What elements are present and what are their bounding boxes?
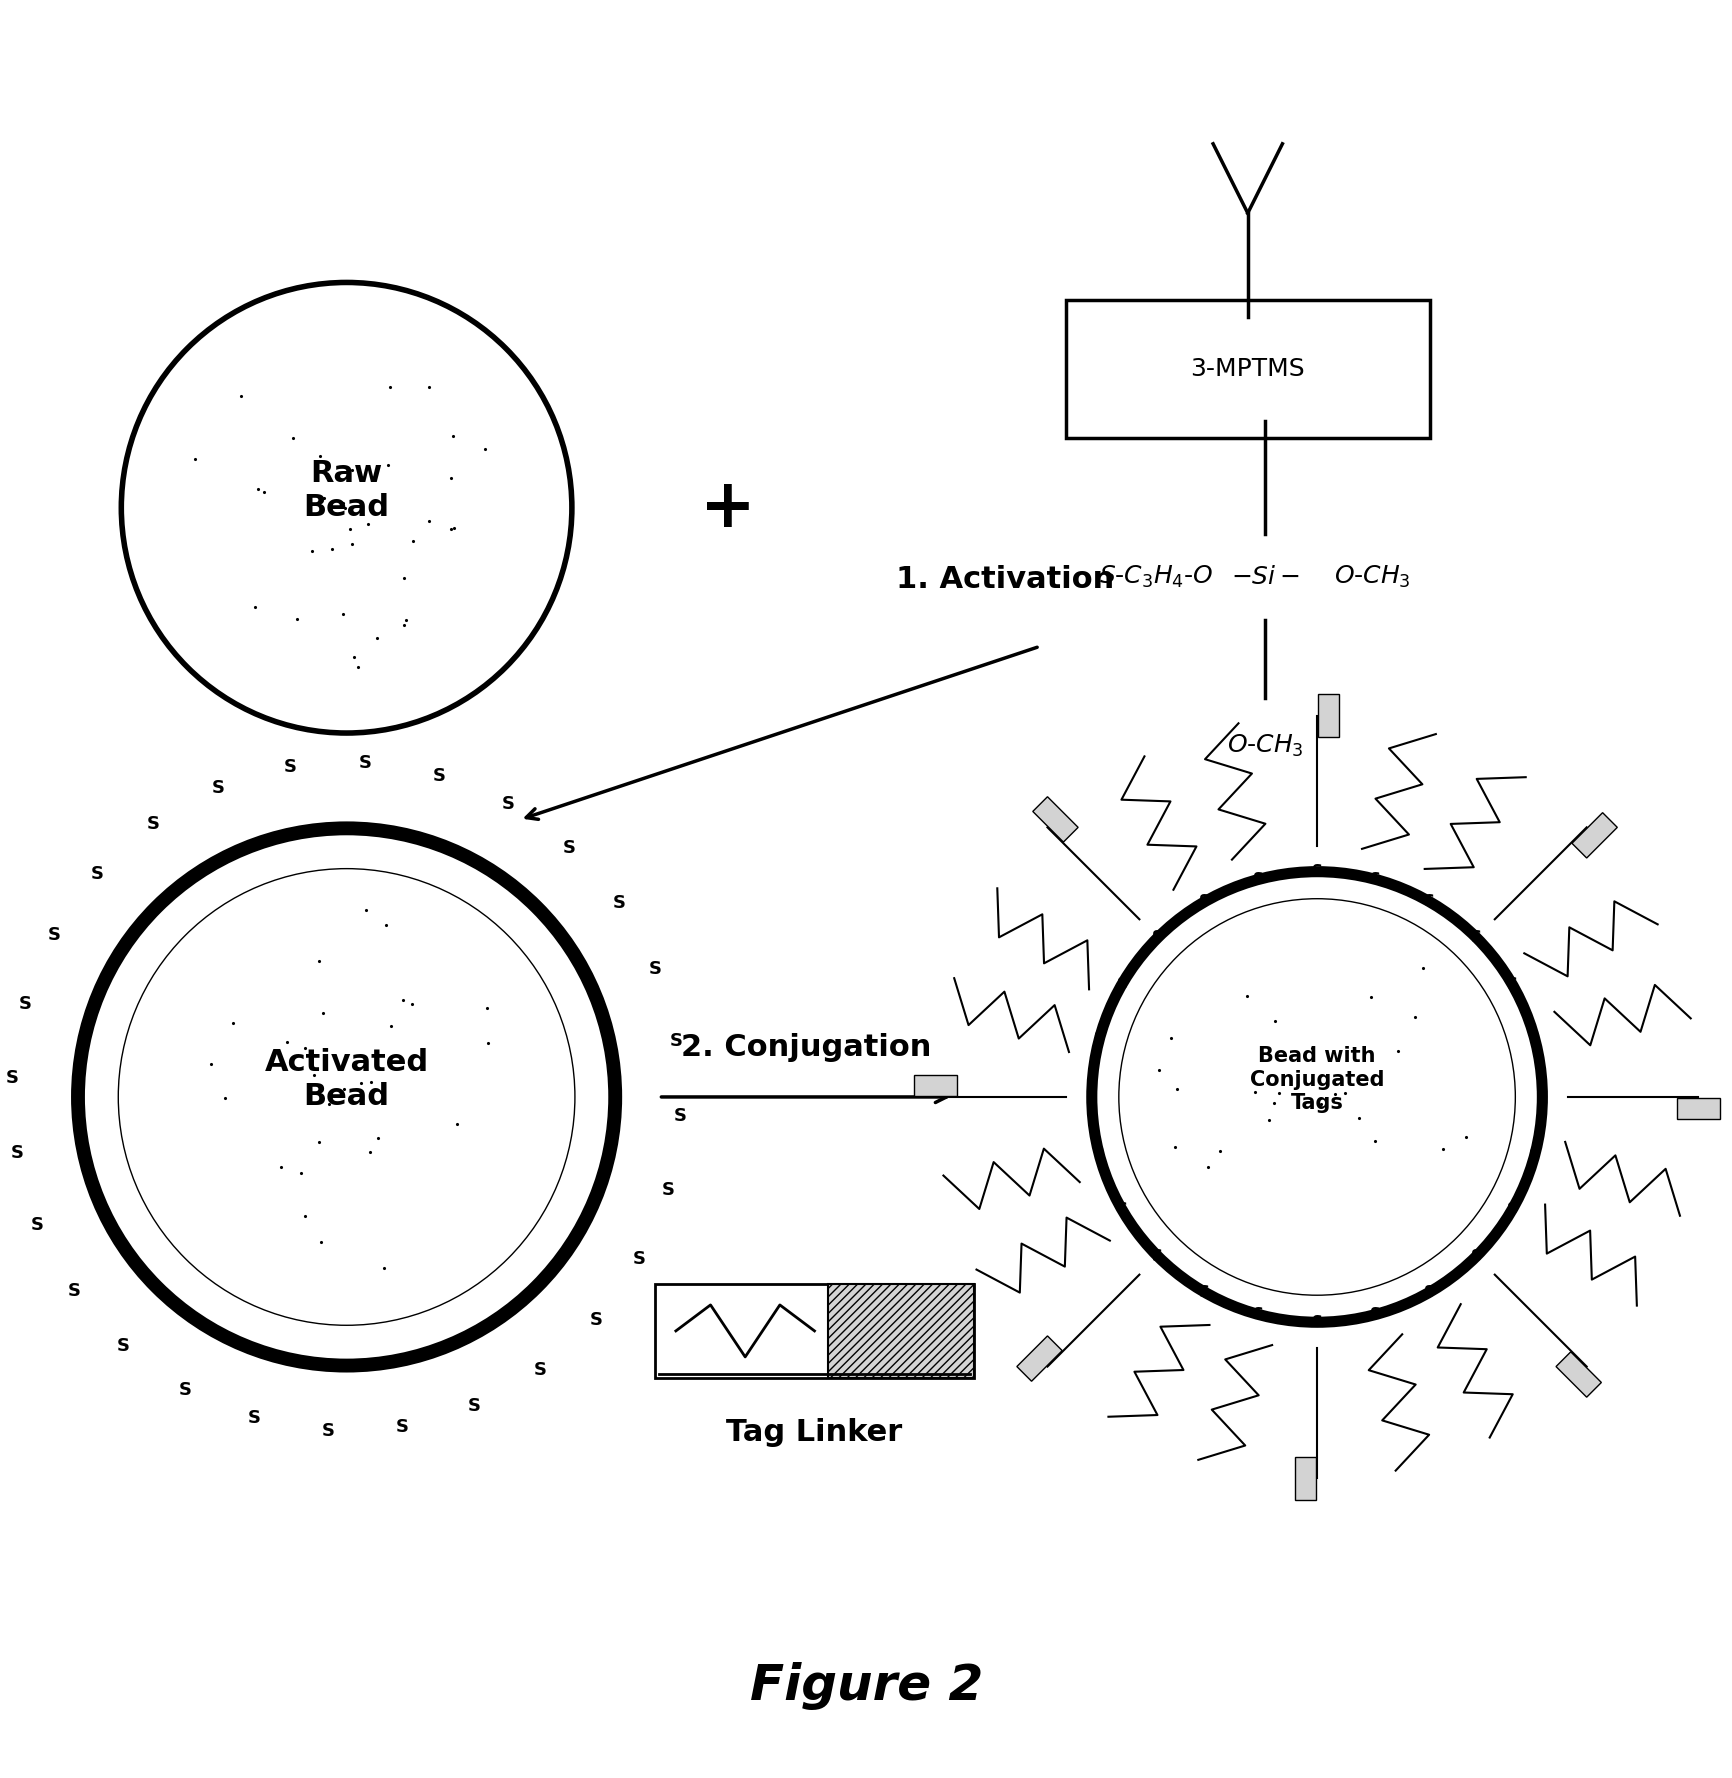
FancyBboxPatch shape [828, 1284, 973, 1378]
Text: S: S [1152, 930, 1162, 946]
Text: S: S [1115, 976, 1128, 992]
Text: S: S [1505, 1202, 1517, 1218]
Bar [914, 1076, 956, 1095]
Bar [1296, 1456, 1316, 1501]
Text: $O$-$CH_3$: $O$-$CH_3$ [1226, 733, 1302, 759]
Text: S: S [248, 1410, 260, 1428]
Text: S: S [320, 1422, 334, 1440]
Text: S: S [533, 1360, 546, 1378]
Text: S: S [1252, 871, 1264, 887]
Text: S: S [502, 795, 514, 813]
Text: $O$-$CH_3$: $O$-$CH_3$ [1334, 564, 1410, 590]
Text: S: S [632, 1250, 646, 1268]
Text: S: S [1115, 1202, 1128, 1218]
Text: S: S [613, 894, 625, 912]
Text: Bead with
Conjugated
Tags: Bead with Conjugated Tags [1249, 1047, 1384, 1113]
Text: S: S [1311, 1314, 1322, 1330]
Text: S: S [1152, 1248, 1162, 1264]
FancyBboxPatch shape [1065, 300, 1429, 439]
Text: S: S [284, 757, 296, 777]
Text: S: S [1311, 864, 1322, 878]
Text: S: S [1086, 1090, 1096, 1104]
Text: S: S [650, 960, 662, 978]
Text: S: S [1424, 894, 1434, 909]
Text: S: S [68, 1282, 80, 1300]
Text: S: S [1528, 1031, 1540, 1045]
Bar [1032, 797, 1077, 843]
Text: S: S [674, 1106, 686, 1125]
Text: S: S [670, 1031, 682, 1051]
Text: S: S [178, 1382, 191, 1399]
Bar [1316, 693, 1337, 738]
Text: Raw
Bead: Raw Bead [303, 459, 390, 521]
Text: S: S [211, 779, 225, 797]
Text: 2. Conjugation: 2. Conjugation [681, 1033, 930, 1061]
Text: S: S [19, 996, 31, 1013]
Text: S: S [31, 1216, 43, 1234]
Text: Tag Linker: Tag Linker [726, 1417, 902, 1447]
Text: S: S [1424, 1284, 1434, 1300]
Text: $S$-$C_3H_4$-$O$: $S$-$C_3H_4$-$O$ [1098, 564, 1212, 590]
Circle shape [121, 283, 572, 733]
Text: S: S [1528, 1149, 1540, 1163]
Text: Activated
Bead: Activated Bead [265, 1049, 428, 1111]
Text: S: S [10, 1143, 23, 1163]
Bar [1571, 813, 1616, 859]
Text: S: S [1093, 1031, 1105, 1045]
Text: S: S [1470, 930, 1481, 946]
Text: S: S [1199, 894, 1209, 909]
Text: S: S [662, 1181, 674, 1198]
Text: 3-MPTMS: 3-MPTMS [1190, 357, 1304, 380]
Circle shape [118, 869, 575, 1325]
Text: S: S [397, 1417, 409, 1435]
Text: S: S [1368, 1307, 1380, 1323]
Bar [1677, 1097, 1718, 1118]
Text: S: S [47, 926, 61, 944]
Text: S: S [1536, 1090, 1547, 1104]
Text: S: S [468, 1398, 481, 1415]
Text: +: + [700, 475, 755, 541]
Text: S: S [1093, 1149, 1105, 1163]
Text: Figure 2: Figure 2 [750, 1662, 982, 1710]
Text: S: S [147, 814, 159, 834]
Bar [1017, 1335, 1062, 1382]
Text: S: S [1252, 1307, 1264, 1323]
Text: S: S [90, 866, 104, 884]
Text: S: S [433, 766, 445, 784]
Text: S: S [118, 1337, 130, 1355]
Circle shape [1119, 898, 1514, 1294]
FancyBboxPatch shape [655, 1284, 973, 1378]
Text: S: S [589, 1310, 603, 1328]
Text: S: S [1368, 871, 1380, 887]
Bar [1555, 1351, 1600, 1398]
Text: S: S [7, 1069, 19, 1086]
Text: 1. Activation: 1. Activation [895, 565, 1114, 594]
Text: $-Si-$: $-Si-$ [1230, 565, 1299, 589]
Text: S: S [1470, 1248, 1481, 1264]
Text: S: S [1505, 976, 1517, 992]
Text: S: S [563, 839, 575, 857]
Text: S: S [1199, 1284, 1209, 1300]
Text: S: S [359, 754, 372, 772]
